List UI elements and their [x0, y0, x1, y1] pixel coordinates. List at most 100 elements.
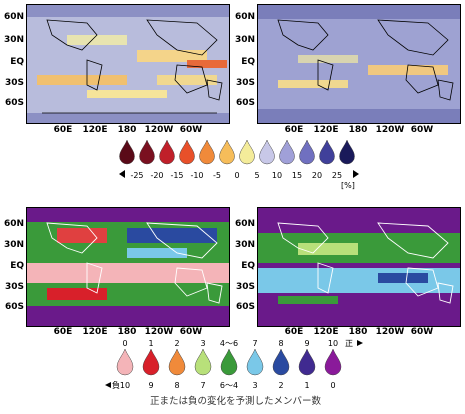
percent-legend-label: 20 — [312, 171, 322, 180]
percent-legend-drop — [159, 139, 175, 165]
lat-30s-bl: 30S — [4, 282, 24, 292]
lat-30n: 30N — [3, 35, 24, 45]
member-legend-drop — [168, 348, 186, 376]
lon-180: 180 — [117, 125, 137, 135]
lat-60n: 60N — [3, 12, 24, 22]
percent-legend-label: -5 — [213, 171, 221, 180]
lon-180-br: 180 — [348, 327, 368, 337]
percent-legend-drop — [259, 139, 275, 165]
lat-60n-r: 60N — [234, 12, 255, 22]
lon-180-bl: 180 — [117, 327, 137, 337]
right-arrow-icon — [353, 170, 359, 178]
member-legend-drop — [116, 348, 134, 376]
lat-30s-br: 30S — [235, 282, 255, 292]
map-top-right — [257, 4, 461, 124]
lat-eq-bl: EQ — [10, 261, 24, 271]
lat-eq-br: EQ — [241, 261, 255, 271]
member-legend-negative-label: 3 — [252, 381, 257, 390]
map-bottom-left — [26, 207, 230, 327]
lon-120w-r: 120W — [375, 125, 405, 135]
lon-180-r: 180 — [348, 125, 368, 135]
lon-120e: 120E — [82, 125, 108, 135]
member-legend-drop — [220, 348, 238, 376]
percent-legend-unit: [%] — [341, 181, 355, 190]
member-legend-positive-label: 1 — [148, 339, 153, 348]
percent-legend-label: 25 — [332, 171, 342, 180]
percent-legend-drop — [219, 139, 235, 165]
lon-60e-bl: 60E — [53, 327, 73, 337]
member-legend-negative-caption: 負 — [112, 380, 120, 390]
member-legend-positive-label: 8 — [278, 339, 283, 348]
member-legend-negative-label: 6〜4 — [220, 381, 238, 390]
lon-120e-br: 120E — [313, 327, 339, 337]
lon-60e: 60E — [53, 125, 73, 135]
left-arrow-icon — [119, 170, 125, 178]
percent-legend-drop — [319, 139, 335, 165]
lat-30n-br: 30N — [234, 240, 255, 250]
member-legend-drop — [272, 348, 290, 376]
lon-60e-r: 60E — [284, 125, 304, 135]
map-top-left-image — [27, 5, 229, 123]
percent-legend-drop — [119, 139, 135, 165]
member-legend-drop — [246, 348, 264, 376]
lat-30n-bl: 30N — [3, 240, 24, 250]
percent-legend-drop — [239, 139, 255, 165]
member-legend-drop — [298, 348, 316, 376]
percent-legend-label: 5 — [254, 171, 259, 180]
lon-60w-r: 60W — [410, 125, 434, 135]
lon-120w-bl: 120W — [144, 327, 174, 337]
lat-60n-bl: 60N — [3, 219, 24, 229]
member-legend-drop — [194, 348, 212, 376]
member-legend-positive-label: 2 — [174, 339, 179, 348]
percent-legend-drop — [279, 139, 295, 165]
member-legend-drop — [324, 348, 342, 376]
lon-120w-br: 120W — [375, 327, 405, 337]
member-legend-positive-label: 9 — [304, 339, 309, 348]
percent-legend-label: -15 — [170, 171, 183, 180]
percent-legend-drop — [299, 139, 315, 165]
percent-legend-label: -10 — [190, 171, 203, 180]
lat-60s-r: 60S — [235, 98, 255, 108]
percent-legend-drop — [339, 139, 355, 165]
member-legend-positive-label: 0 — [122, 339, 127, 348]
member-legend-negative-label: 2 — [278, 381, 283, 390]
member-legend-positive-label: 7 — [252, 339, 257, 348]
member-legend-negative-label: 0 — [330, 381, 335, 390]
member-legend-positive-label: 10 — [328, 339, 338, 348]
member-legend-positive-label: 4〜6 — [220, 339, 238, 348]
map-top-left — [26, 4, 230, 124]
percent-legend-label: 0 — [234, 171, 239, 180]
member-legend-positive-label: 3 — [200, 339, 205, 348]
lon-60e-br: 60E — [284, 327, 304, 337]
member-legend-negative-label: 8 — [174, 381, 179, 390]
percent-legend-drop — [179, 139, 195, 165]
map-top-right-image — [258, 5, 460, 123]
lon-60w: 60W — [179, 125, 203, 135]
lat-30s-r: 30S — [235, 78, 255, 88]
member-legend-negative-label: 9 — [148, 381, 153, 390]
percent-legend-drop — [139, 139, 155, 165]
member-legend-positive-caption: 正 — [345, 339, 353, 348]
lon-120e-r: 120E — [313, 125, 339, 135]
lat-eq: EQ — [10, 57, 24, 67]
lat-60s-bl: 60S — [4, 302, 24, 312]
lat-60n-br: 60N — [234, 219, 255, 229]
member-legend-negative-label: 1 — [304, 381, 309, 390]
lat-30n-r: 30N — [234, 35, 255, 45]
lon-60w-br: 60W — [410, 327, 434, 337]
lat-30s: 30S — [4, 78, 24, 88]
lon-120e-bl: 120E — [82, 327, 108, 337]
map-bottom-left-image — [27, 208, 229, 326]
lon-120w: 120W — [144, 125, 174, 135]
percent-legend-label: -25 — [130, 171, 143, 180]
percent-legend-label: 10 — [272, 171, 282, 180]
member-legend-drop — [142, 348, 160, 376]
left-arrow-icon — [105, 382, 111, 388]
member-legend-negative-label: 10 — [120, 381, 130, 390]
percent-legend: -25 -20 -15 -10 -5 0 5 10 15 20 25[%] — [119, 139, 359, 190]
lat-60s: 60S — [4, 98, 24, 108]
member-legend-negative-label: 7 — [200, 381, 205, 390]
lat-eq-r: EQ — [241, 57, 255, 67]
percent-legend-label: 15 — [292, 171, 302, 180]
